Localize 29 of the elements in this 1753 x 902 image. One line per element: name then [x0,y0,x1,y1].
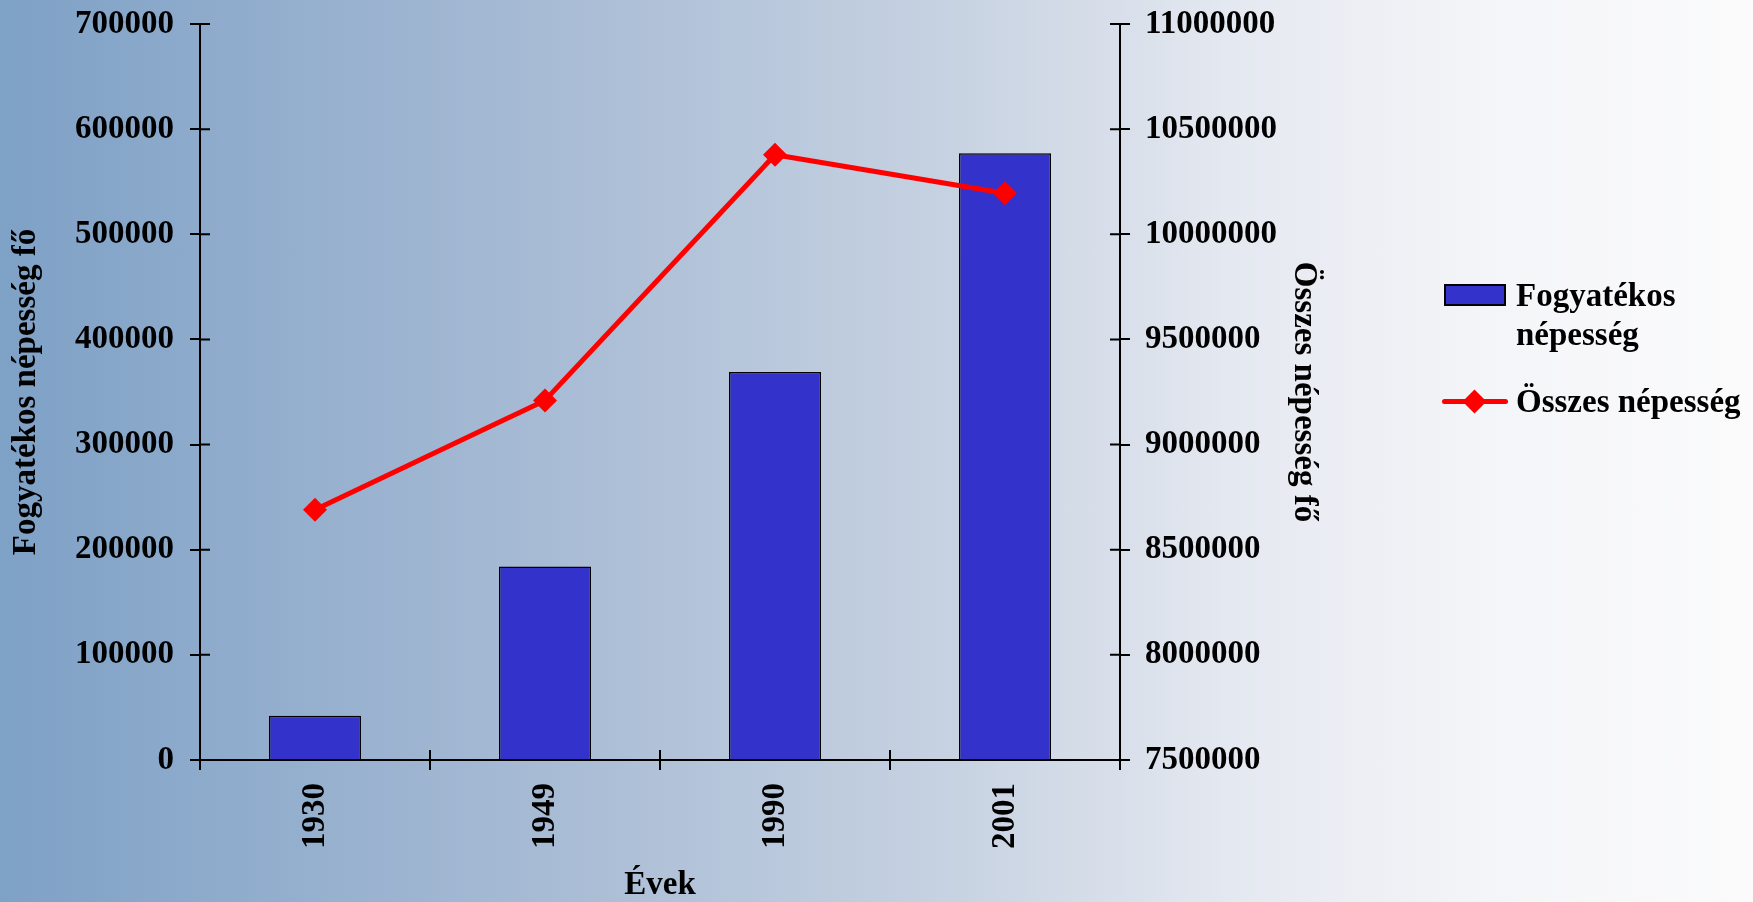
y-tick-label: 400000 [75,318,174,355]
y2-tick-label: 9500000 [1145,318,1261,355]
y2-tick-label: 8500000 [1145,529,1261,566]
legend-label: Összes népesség [1516,382,1742,421]
point [993,181,1017,206]
y2-tick-label: 9000000 [1145,424,1261,461]
y-tick-label: 600000 [75,108,174,145]
y-tick-label: 0 [157,739,174,776]
x-axis-title: Évek [624,865,697,902]
text: Fogyatékos népesség [1516,276,1677,354]
y-tick-label: 300000 [75,424,174,461]
y-tick-label: 200000 [75,529,174,566]
y-axis-title: Fogyatékos népesség fő [5,228,42,556]
y2-tick-label: 10500000 [1145,108,1277,145]
x-tick-label: 2001 [984,783,1021,849]
x-tick-label: 1949 [524,783,561,849]
y2-axis-title: Összes népesség fő [1288,261,1325,523]
y2-tick-label: 11000000 [1145,3,1276,40]
x-tick-label: 1990 [754,783,791,849]
x-tick-label: 1930 [294,783,331,849]
y2-tick-label: 10000000 [1145,213,1277,250]
y-tick-label: 100000 [75,634,174,671]
y-tick-label: 500000 [75,213,174,250]
y2-tick-label: 8000000 [1145,634,1261,671]
point [763,142,787,167]
point [533,388,557,413]
point [303,497,327,522]
y2-tick-label: 7500000 [1145,739,1261,776]
y-tick-label: 700000 [75,3,174,40]
